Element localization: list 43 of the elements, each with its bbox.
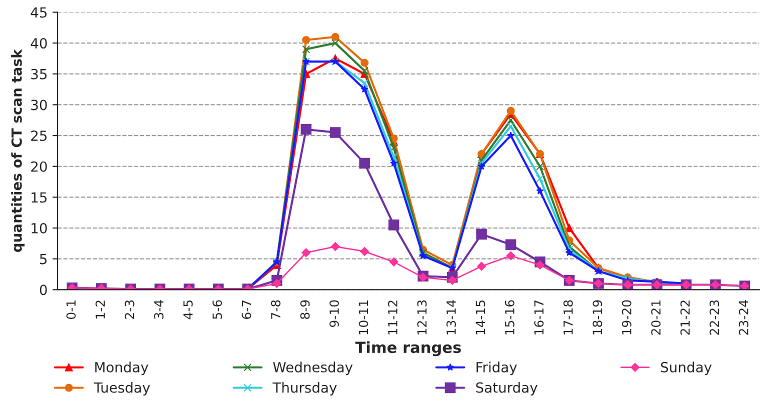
x-tick-label: 17-18	[563, 300, 573, 334]
x-tick-label: 10-11	[358, 300, 368, 334]
legend-label: Saturday	[476, 382, 538, 396]
x-tick-label: 15-16	[504, 300, 514, 334]
y-tick-label: 25	[31, 130, 47, 142]
x-tick-label: 9-10	[329, 300, 339, 327]
x-tick-label: 21-22	[680, 300, 690, 335]
y-tick-label: 5	[40, 254, 47, 264]
x-tick-label: 16-17	[534, 300, 544, 334]
y-tick-label: 45	[30, 7, 47, 18]
x-tick-label: 2-3	[124, 300, 134, 319]
x-tick-label: 14-15	[476, 300, 486, 334]
y-axis-title: quantities of CT scan task	[11, 48, 25, 252]
x-tick-label: 5-6	[212, 300, 222, 319]
x-tick-label: 11-12	[388, 300, 398, 334]
x-tick-label: 8-9	[300, 300, 310, 319]
y-tick-label: 0	[40, 284, 47, 296]
legend-label: Wednesday	[273, 362, 353, 376]
x-tick-label: 12-13	[417, 300, 427, 334]
x-tick-label: 7-8	[271, 300, 280, 319]
y-tick-label: 30	[31, 100, 47, 110]
x-tick-label: 13-14	[446, 300, 456, 334]
x-tick-label: 18-19	[592, 300, 602, 334]
y-tick-label: 35	[31, 68, 47, 80]
legend-label: Sunday	[660, 362, 712, 376]
x-tick-label: 23-24	[738, 300, 748, 335]
x-tick-label: 0-1	[66, 300, 76, 319]
y-tick-label: 15	[32, 192, 47, 203]
x-tick-label: 20-21	[651, 300, 661, 335]
legend-label: Tuesday	[94, 382, 150, 396]
y-tick-label: 40	[30, 38, 47, 49]
y-tick-label: 20	[31, 161, 47, 172]
x-axis-title: Time ranges	[355, 341, 461, 356]
y-tick-label: 10	[32, 222, 47, 234]
legend-label: Thursday	[272, 382, 337, 396]
x-tick-label: 1-2	[96, 300, 105, 318]
x-tick-label: 3-4	[154, 300, 164, 319]
x-tick-label: 6-7	[242, 300, 252, 319]
x-tick-label: 4-5	[183, 300, 193, 320]
legend-label: Friday	[476, 362, 517, 376]
x-tick-label: 19-20	[622, 300, 632, 334]
x-tick-label: 22-23	[710, 300, 720, 335]
legend-label: Monday	[95, 362, 148, 376]
